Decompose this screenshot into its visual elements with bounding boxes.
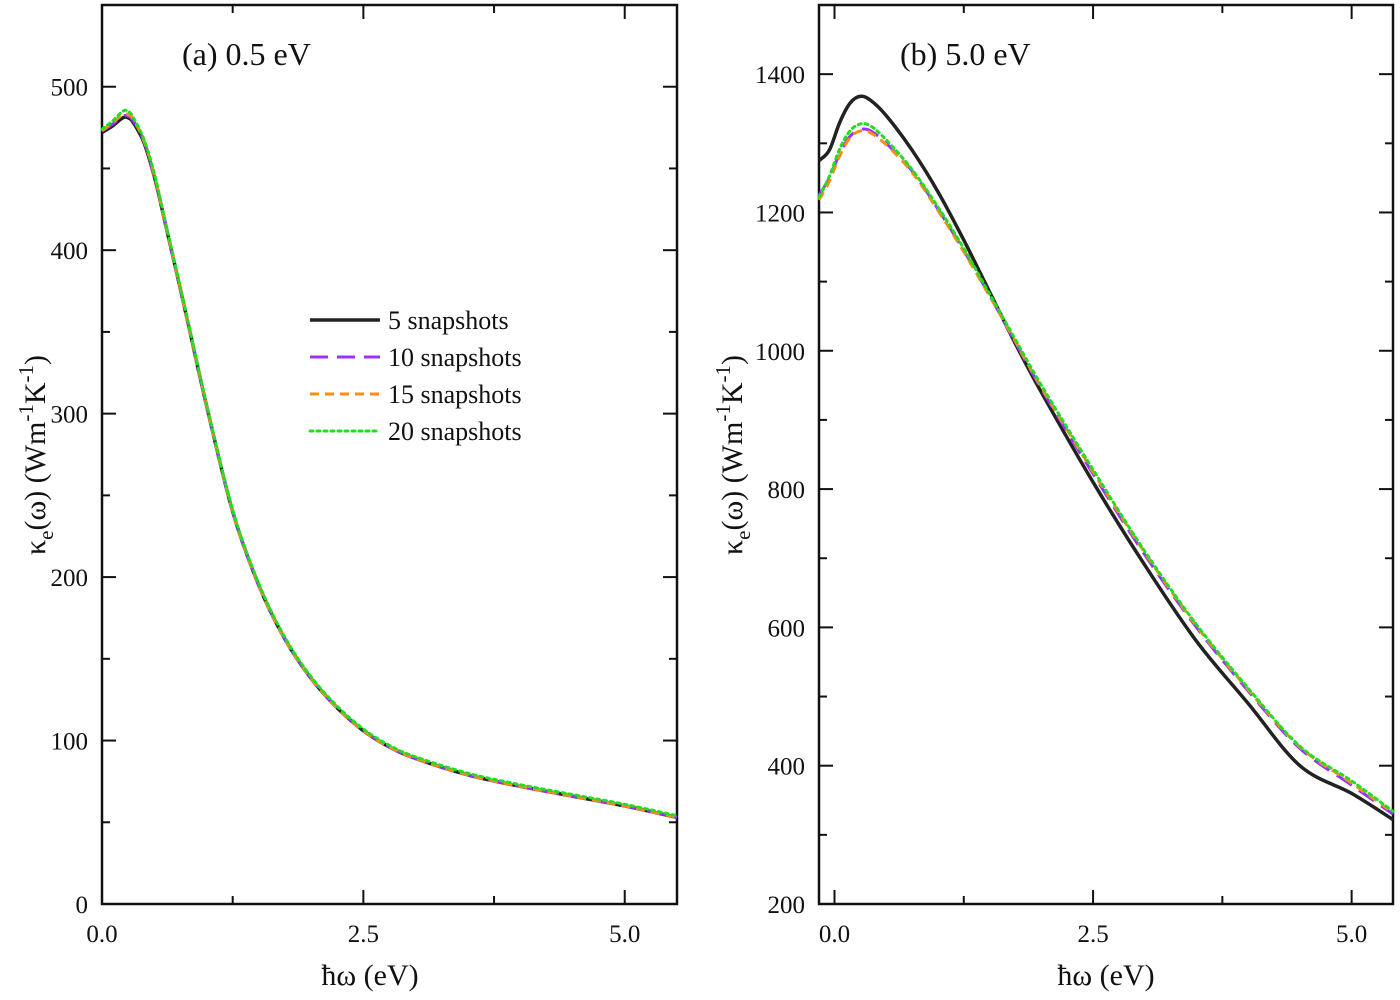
panel-b-series-20-snapshots [817,122,1395,813]
panel-a-chart: 0 100 200 300 400 500 0.0 2.5 5.0 (a) 0.5 eV ħω … [14,3,679,992]
panel-a-x-tick-label: 0.0 [86,921,117,948]
y-axis-omega-unit: (ω) (Wm [19,422,52,531]
legend-label-10-snapshots: 10 snapshots [388,343,522,372]
panel-b-y-tick-label: 1000 [755,339,805,366]
panel-a-x-tick-label: 5.0 [609,921,640,948]
panel-a-series-20-snapshots [100,108,679,818]
y-axis-superscript-minus1-b: -1 [14,365,38,383]
panel-a-y-tick-label: 200 [51,565,89,592]
y-axis-unit-K: K [19,382,52,404]
y-axis-subscript-e: e [34,531,58,540]
panel-a-series [100,108,679,820]
y-axis-superscript-minus1-b: -1 [711,365,735,383]
y-axis-omega-unit: (ω) (Wm [716,422,749,531]
panel-b-x-tick-label: 0.0 [819,921,850,948]
panel-a-x-axis-title: ħω (eV) [321,959,418,992]
panel-b-x-tick-label: 5.0 [1336,921,1367,948]
panel-b-y-tick-label: 800 [768,477,806,504]
panel-a-y-tick-label: 100 [51,729,89,756]
panel-b-plot-frame [817,3,1395,906]
panel-b-chart: 200 400 600 800 1000 1200 1400 0.0 2.5 5.0 (b) 5.… [711,3,1395,992]
panel-a-title: (a) 0.5 eV [182,36,311,72]
y-axis-superscript-minus1: -1 [14,404,38,422]
panel-a-y-tick-label: 300 [51,402,89,429]
panel-b-series-15-snapshots [817,129,1394,814]
panel-a-series-10-snapshots [101,113,678,819]
y-axis-unit-K: K [716,382,749,404]
y-axis-kappa-symbol: κ [19,540,52,555]
legend: 5 snapshots 10 snapshots 15 snapshots 20 sn… [308,306,522,446]
y-axis-superscript-minus1: -1 [711,404,735,422]
panel-b-ticks: 200 400 600 800 1000 1200 1400 0.0 2.5 5.0 [755,4,1393,948]
panel-b-y-tick-label: 400 [768,754,806,781]
y-axis-kappa-symbol: κ [716,540,749,555]
panel-b-series-10-snapshots [817,127,1394,816]
panel-b-y-tick-label: 1200 [755,200,805,227]
panel-a-series-15-snapshots [101,112,678,819]
panel-a-y-axis-title: κe(ω) (Wm-1K-1) [14,355,58,555]
panel-b-y-tick-label: 200 [768,892,806,919]
panel-a-y-tick-label: 500 [51,75,89,102]
y-axis-subscript-e: e [731,531,755,540]
panel-b-x-tick-label: 2.5 [1077,921,1108,948]
panel-b-y-tick-label: 1400 [755,62,805,89]
panel-a-plot-frame [100,3,679,906]
legend-label-15-snapshots: 15 snapshots [388,380,522,409]
panel-a-y-tick-label: 400 [51,238,89,265]
panel-a-ticks: 0 100 200 300 400 500 0.0 2.5 5.0 [51,4,677,948]
panel-b-series [817,94,1395,822]
legend-label-20-snapshots: 20 snapshots [388,417,522,446]
y-axis-close-paren: ) [19,355,52,365]
panel-a-series-5-snapshots [101,115,678,820]
y-axis-close-paren: ) [716,355,749,365]
panel-a-y-tick-label: 0 [76,892,89,919]
legend-label-5-snapshots: 5 snapshots [388,306,509,335]
panel-b-x-axis-title: ħω (eV) [1057,959,1154,992]
panel-a-x-tick-label: 2.5 [348,921,379,948]
panel-b-series-5-snapshots [817,94,1394,822]
panel-b-y-axis-title: κe(ω) (Wm-1K-1) [711,355,755,555]
panel-b-title: (b) 5.0 eV [900,36,1031,72]
panel-b-y-tick-label: 600 [768,615,806,642]
